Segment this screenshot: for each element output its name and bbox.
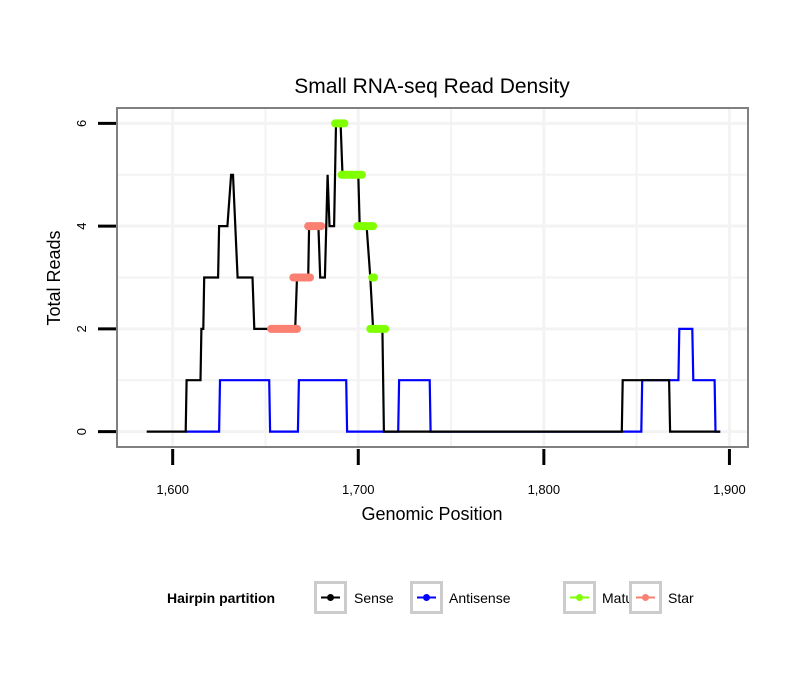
y-axis-title: Total Reads — [44, 230, 64, 325]
legend-key-point — [576, 594, 583, 601]
y-axis: 0 2 4 6 — [74, 120, 116, 435]
plot-border — [116, 107, 749, 448]
grid-lines — [117, 108, 748, 447]
chart-title: Small RNA-seq Read Density — [294, 75, 570, 98]
legend: Hairpin partition Sense Antisense Mature St… — [167, 581, 694, 614]
y-tick-label: 0 — [74, 428, 89, 435]
x-axis-title: Genomic Position — [361, 504, 502, 524]
legend-item-sense: Sense — [314, 581, 394, 614]
legend-label: Star — [668, 590, 694, 606]
y-tick-label: 4 — [74, 223, 89, 230]
x-tick-label: 1,600 — [156, 482, 189, 497]
x-tick-label: 1,900 — [713, 482, 746, 497]
legend-key-point — [423, 594, 430, 601]
legend-label: Sense — [354, 590, 394, 606]
x-axis: 1,600 1,700 1,800 1,900 — [156, 449, 746, 497]
y-tick-label: 2 — [74, 325, 89, 332]
legend-title: Hairpin partition — [167, 590, 275, 606]
series-line-antisense — [185, 327, 721, 433]
x-tick-label: 1,800 — [528, 482, 561, 497]
x-tick-label: 1,700 — [342, 482, 375, 497]
legend-item-star: Star — [629, 581, 694, 614]
legend-key-point — [642, 594, 649, 601]
highlight-segments — [267, 119, 390, 333]
y-tick-label: 6 — [74, 120, 89, 127]
legend-item-antisense: Antisense — [410, 581, 511, 614]
legend-label: Antisense — [449, 590, 511, 606]
legend-key-point — [327, 594, 334, 601]
